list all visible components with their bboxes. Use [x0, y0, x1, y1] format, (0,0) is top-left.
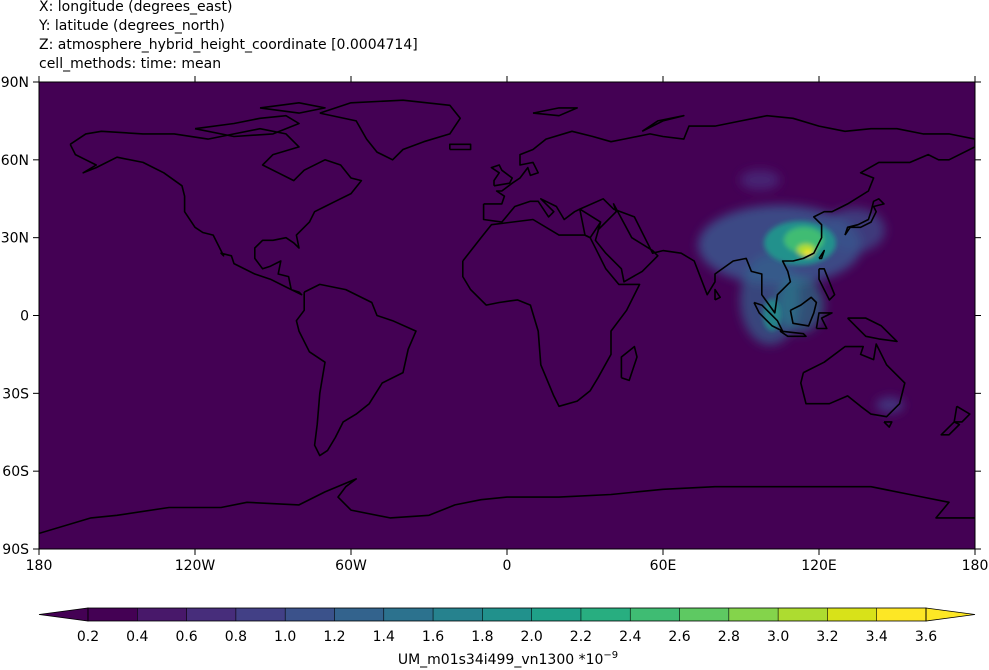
colorbar-tick-label: 1.2 [323, 629, 345, 645]
colorbar-tick-label: 1.0 [274, 629, 296, 645]
coastline-path [69, 127, 363, 296]
header-z-line: Z: atmosphere_hybrid_height_coordinate [… [39, 37, 418, 53]
coastline-path [482, 114, 975, 314]
colorbar-tick-label: 2.0 [521, 629, 543, 645]
y-tick-label: 90N [1, 75, 29, 91]
colorbar-swatch [285, 608, 335, 621]
colorbar: 0.2 0.4 0.6 0.8 1.0 1.2 1.4 1.6 1.8 2.0 2.2 2.4 2.6 2… [38, 607, 976, 645]
colorbar-tick-label: 3.2 [816, 629, 838, 645]
coastline-path [818, 249, 825, 260]
coastline-path [800, 343, 906, 418]
colorbar-swatch [827, 608, 878, 621]
header-y-line: Y: latitude (degrees_north) [39, 18, 225, 34]
y-tick-label: 0 [20, 309, 29, 325]
coastline-path [953, 405, 971, 423]
colorbar-tick-label: 1.8 [471, 629, 493, 645]
y-tick-label: 30N [1, 231, 29, 247]
colorbar-tick-label: 0.6 [175, 629, 197, 645]
colorbar-swatch [482, 608, 532, 621]
colorbar-swatch [778, 608, 828, 621]
coastline-path [532, 107, 578, 117]
x-tick-label: 120W [175, 558, 216, 574]
colorbar-swatch [630, 608, 680, 621]
coastline-path [844, 198, 885, 236]
coastline-path [818, 268, 836, 301]
coastline-path [620, 345, 638, 382]
colorbar-tick-label: 2.6 [668, 629, 690, 645]
coastline-path [789, 296, 818, 327]
y-tick-label: 30S [2, 386, 29, 402]
coastline-path [490, 164, 513, 187]
x-tick-label: 180 [962, 558, 989, 574]
colorbar-swatch [433, 608, 483, 621]
coastline-path [641, 114, 685, 133]
colorbar-swatch [137, 608, 187, 621]
colorbar-swatch [531, 608, 582, 621]
coastline-path [847, 317, 898, 343]
coastline-path [194, 114, 300, 138]
coastline-path [319, 99, 461, 161]
colorbar-swatch [728, 608, 779, 621]
colorbar-swatch [186, 608, 237, 621]
colorbar-tick-label: 2.2 [570, 629, 592, 645]
coastline-path [449, 143, 472, 151]
colorbar-tick-label: 0.8 [225, 629, 247, 645]
y-axis: 90N 60N 30N 0 30S 60S 90S [1, 75, 981, 558]
coastline-path [259, 102, 326, 114]
colorbar-tick-label: 1.4 [373, 629, 395, 645]
coastline-path [779, 330, 807, 338]
colorbar-extend-max [925, 607, 976, 622]
colorbar-swatch [88, 608, 138, 621]
map-background [39, 82, 975, 549]
coastline-path [940, 421, 961, 436]
colorbar-swatch [383, 608, 434, 621]
coastline-path [883, 421, 893, 428]
y-tick-label: 90S [2, 542, 29, 558]
colorbar-extend-min [38, 607, 89, 622]
colorbar-swatch [334, 608, 385, 621]
colorbar-tick-label: 2.4 [619, 629, 641, 645]
coastline-path [462, 218, 641, 408]
colorbar-tick-label: 0.2 [77, 629, 99, 645]
colorbar-swatch [580, 608, 631, 621]
header-cell-methods-line: cell_methods: time: mean [39, 56, 222, 72]
coastline-path [714, 288, 721, 301]
y-tick-label: 60S [2, 464, 29, 480]
x-tick-label: 60E [650, 558, 677, 574]
colorbar-swatch [876, 608, 927, 621]
colorbar-tick-label: 1.6 [422, 629, 444, 645]
coastline-path [39, 478, 975, 535]
x-tick-label: 0 [503, 558, 512, 574]
colorbar-tick-label: 3.0 [767, 629, 789, 645]
x-tick-label: 180 [26, 558, 53, 574]
colorbar-tick-label: 2.8 [718, 629, 740, 645]
colorbar-swatch [679, 608, 730, 621]
coastlines [39, 99, 975, 535]
coastline-path [815, 312, 833, 330]
x-axis: 180 120W 60W 0 60E 120E 180 [26, 76, 989, 574]
colorbar-tick-label: 3.4 [866, 629, 888, 645]
coastline-path [295, 283, 417, 457]
colorbar-tick-label: 0.4 [126, 629, 148, 645]
header-x-line: X: longitude (degrees_east) [39, 0, 233, 15]
x-tick-label: 120E [801, 558, 837, 574]
colorbar-label: UM_m01s34i499_vn1300 *10−9 [398, 650, 618, 668]
colorbar-tick-label: 3.6 [915, 629, 937, 645]
x-tick-label: 60W [335, 558, 367, 574]
y-tick-label: 60N [1, 153, 29, 169]
colorbar-swatch [235, 608, 286, 621]
